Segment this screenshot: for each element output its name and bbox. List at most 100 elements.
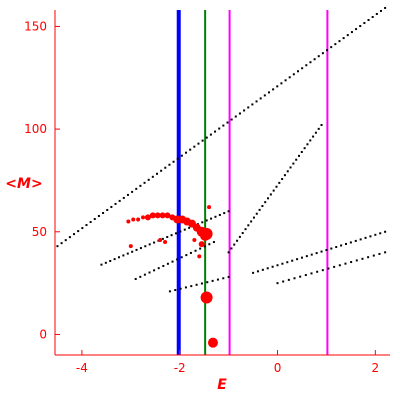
black-point-4-8 — [206, 281, 209, 284]
black-point-2-20 — [183, 228, 186, 231]
black-point-1-22 — [143, 181, 146, 184]
black-point-6-7 — [281, 262, 284, 265]
black-point-1-36 — [201, 139, 204, 142]
red-point-2 — [131, 217, 136, 222]
black-point-1-2 — [60, 242, 63, 245]
black-point-5-10 — [252, 216, 255, 219]
black-point-3-10 — [176, 258, 179, 261]
black-point-4-3 — [179, 287, 182, 290]
black-point-2-21 — [188, 226, 191, 229]
black-point-2-16 — [166, 236, 169, 239]
black-point-2-24 — [201, 221, 204, 224]
black-point-1-44 — [234, 115, 237, 118]
red-point-5 — [144, 214, 151, 221]
black-point-6-28 — [384, 230, 387, 233]
black-point-1-37 — [205, 136, 208, 139]
black-point-6-10 — [296, 258, 299, 261]
black-point-5-7 — [244, 228, 247, 231]
black-point-3-17 — [208, 243, 211, 246]
black-point-1-65 — [321, 52, 324, 55]
black-point-2-9 — [135, 248, 138, 251]
black-point-5-11 — [255, 212, 258, 215]
black-point-1-29 — [172, 160, 175, 163]
black-point-6-16 — [325, 249, 328, 252]
black-point-6-2 — [256, 270, 259, 273]
black-point-6-21 — [349, 241, 352, 244]
black-point-1-53 — [272, 88, 275, 91]
black-point-2-5 — [117, 256, 120, 259]
black-point-3-4 — [148, 271, 151, 274]
black-point-7-15 — [355, 259, 358, 262]
black-point-1-9 — [89, 221, 92, 224]
red-point-4 — [141, 215, 146, 220]
black-point-5-20 — [281, 178, 284, 181]
black-point-1-68 — [334, 43, 337, 46]
black-point-5-13 — [261, 205, 264, 208]
black-point-1-47 — [247, 106, 250, 109]
black-point-6-9 — [291, 259, 294, 262]
black-point-1-73 — [355, 28, 358, 31]
black-point-3-16 — [203, 245, 206, 248]
black-point-6-18 — [335, 245, 338, 248]
black-point-3-5 — [153, 269, 156, 272]
black-point-1-40 — [218, 127, 221, 130]
black-point-2-28 — [218, 213, 221, 216]
black-point-5-31 — [312, 135, 315, 138]
red-point-8 — [159, 212, 166, 219]
black-point-2-15 — [161, 237, 164, 240]
black-point-5-32 — [314, 131, 317, 134]
black-point-6-5 — [271, 265, 274, 268]
black-point-1-38 — [209, 133, 212, 136]
black-point-3-11 — [180, 256, 183, 259]
red-point-7 — [154, 212, 161, 219]
red-point-1 — [126, 219, 131, 224]
black-point-5-29 — [306, 143, 309, 146]
black-point-2-18 — [174, 232, 177, 235]
black-point-4-6 — [195, 283, 198, 286]
black-point-1-14 — [110, 205, 113, 208]
black-point-3-14 — [194, 249, 197, 252]
red-point-21 — [197, 254, 202, 259]
black-point-1-32 — [185, 151, 188, 154]
black-point-2-2 — [104, 261, 107, 264]
black-point-1-60 — [301, 67, 304, 70]
black-point-5-15 — [267, 197, 270, 200]
x-tick-label-2: -2 — [174, 361, 186, 375]
black-point-1-25 — [155, 172, 158, 175]
black-point-1-10 — [93, 218, 96, 221]
black-point-6-8 — [286, 261, 289, 264]
black-point-1-5 — [73, 233, 76, 236]
black-point-1-23 — [147, 178, 150, 181]
black-point-1-78 — [375, 12, 378, 15]
black-point-3-18 — [212, 241, 215, 244]
black-point-3-12 — [185, 254, 188, 257]
black-point-1-16 — [118, 199, 121, 202]
y-tick-label-4: 150 — [24, 19, 47, 33]
black-point-7-1 — [276, 282, 279, 285]
black-point-5-30 — [309, 139, 312, 142]
black-point-6-23 — [359, 238, 362, 241]
x-tick-label-4: 2 — [372, 361, 380, 375]
vertical-lines — [176, 10, 329, 355]
black-point-2-4 — [113, 258, 116, 261]
black-point-7-16 — [361, 257, 364, 260]
black-point-1-72 — [350, 31, 353, 34]
black-point-7-19 — [378, 252, 381, 255]
black-point-7-3 — [287, 278, 290, 281]
black-point-1-6 — [77, 230, 80, 233]
black-point-2-26 — [210, 217, 213, 220]
black-point-3-3 — [143, 273, 146, 276]
x-axis-title: E — [217, 377, 227, 393]
black-point-2-27 — [214, 215, 217, 218]
black-point-1-1 — [56, 245, 59, 248]
black-point-6-17 — [330, 247, 333, 250]
black-point-1-45 — [238, 112, 241, 115]
red-point-24 — [163, 240, 168, 245]
black-point-3-6 — [157, 267, 160, 270]
black-point-6-24 — [364, 236, 367, 239]
black-point-1-75 — [363, 22, 366, 25]
black-point-7-20 — [384, 251, 387, 254]
red-point-23 — [158, 238, 163, 242]
black-point-5-6 — [241, 232, 244, 235]
